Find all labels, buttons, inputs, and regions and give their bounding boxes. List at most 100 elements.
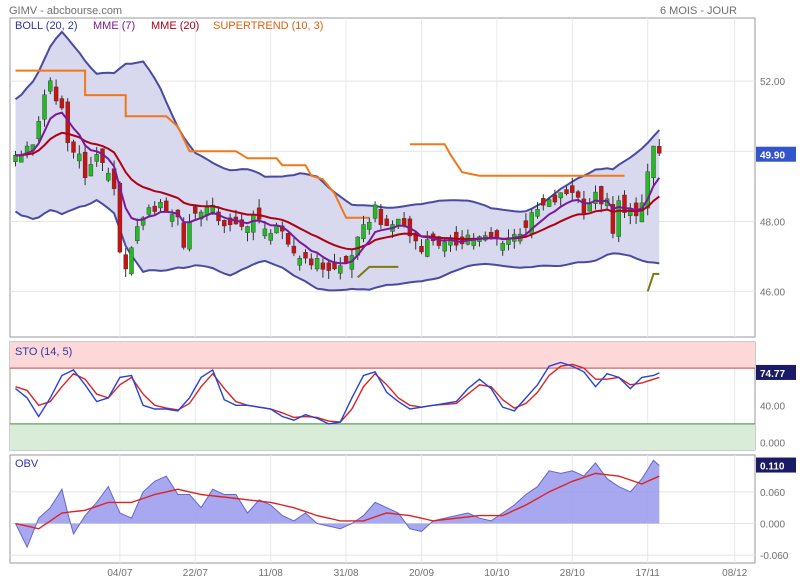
candle-body xyxy=(42,94,47,120)
obv-value-badge xyxy=(756,457,796,473)
candle-body xyxy=(53,86,59,102)
candle-body xyxy=(77,153,82,162)
candle-body xyxy=(251,214,256,233)
candle-body xyxy=(552,194,558,203)
candle-body xyxy=(378,209,384,225)
sto-y-tick: 0.000 xyxy=(760,439,785,450)
candle-body xyxy=(164,200,169,212)
sto-oversold-zone xyxy=(10,423,755,450)
price-y-tick: 52.00 xyxy=(760,77,785,88)
candle-body xyxy=(169,214,175,222)
last-price-badge xyxy=(756,146,796,162)
bollinger-upper-line xyxy=(14,30,661,213)
candle-body xyxy=(320,262,326,270)
candle-body xyxy=(338,265,343,274)
candle-body xyxy=(245,226,250,233)
x-axis-label: 08/12 xyxy=(722,568,747,579)
candle-body xyxy=(599,186,604,205)
legend-mme20: MME (20) xyxy=(151,20,199,32)
supertrend-line-lower xyxy=(646,272,660,292)
candle-body xyxy=(262,228,268,237)
candle-body xyxy=(193,206,198,214)
candle-body xyxy=(227,217,233,226)
candle-body xyxy=(256,207,262,220)
candle-body xyxy=(500,243,505,251)
legend-sto: STO (14, 5) xyxy=(15,346,72,358)
obv-signal-line xyxy=(15,472,660,530)
x-axis-label: 17/11 xyxy=(636,568,661,579)
legend-supertrend: SUPERTREND (10, 3) xyxy=(213,20,323,32)
candle-body xyxy=(326,262,331,271)
candle-body xyxy=(59,98,65,109)
price-y-tick: 46.00 xyxy=(760,287,785,298)
obv-area xyxy=(15,460,660,548)
candle-body xyxy=(587,203,592,212)
candle-body xyxy=(82,151,88,178)
candle-body xyxy=(181,222,186,248)
obv-last-value: 0.110 xyxy=(760,462,785,473)
candle-body xyxy=(367,222,372,230)
candle-body xyxy=(639,202,645,223)
candle-body xyxy=(88,164,94,177)
supertrend-line xyxy=(409,143,625,177)
candle-body xyxy=(535,209,540,217)
candle-body xyxy=(158,202,163,209)
obv-line xyxy=(15,459,660,549)
candle-body xyxy=(48,80,53,92)
candle-body xyxy=(285,233,291,245)
period-label: 6 MOIS - JOUR xyxy=(660,5,737,17)
candle-body xyxy=(581,198,587,214)
candle-body xyxy=(564,189,569,194)
obv-y-tick: -0.060 xyxy=(760,551,789,562)
legend-mme7: MME (7) xyxy=(93,20,135,32)
x-axis-label: 20/09 xyxy=(409,568,434,579)
candle-body xyxy=(129,247,134,275)
supertrend-line xyxy=(15,69,370,219)
candle-body xyxy=(488,232,494,238)
sto-y-tick: 40.00 xyxy=(760,401,785,412)
candle-body xyxy=(140,217,146,226)
candle-body xyxy=(314,258,320,270)
candle-body xyxy=(291,245,297,254)
candle-body xyxy=(372,204,378,219)
candle-body xyxy=(222,220,227,227)
candle-body xyxy=(575,191,581,198)
candle-body xyxy=(494,230,500,238)
legend-obv: OBV xyxy=(15,458,39,470)
sto-value-badge xyxy=(756,364,796,380)
candle-body xyxy=(610,204,616,234)
candle-body xyxy=(187,222,192,250)
candle-body xyxy=(651,145,656,178)
candle-body xyxy=(593,191,598,204)
candle-body xyxy=(442,241,447,252)
candle-body xyxy=(36,121,41,140)
x-axis-label: 28/10 xyxy=(560,568,585,579)
obv-y-tick: 0.060 xyxy=(760,488,785,499)
candle-body xyxy=(546,199,552,207)
candle-body xyxy=(94,154,99,162)
candle-body xyxy=(152,205,157,212)
candle-body xyxy=(401,218,407,226)
candle-body xyxy=(622,194,627,213)
x-axis-label: 31/08 xyxy=(334,568,359,579)
candle-body xyxy=(106,172,111,181)
bollinger-lower-line xyxy=(14,198,660,292)
candle-body xyxy=(309,258,314,266)
x-axis-label: 11/08 xyxy=(259,568,284,579)
candle-body xyxy=(117,182,123,253)
legend-boll: BOLL (20, 2) xyxy=(15,20,78,32)
obv-y-tick: 0.000 xyxy=(760,519,785,530)
candle-body xyxy=(645,171,650,209)
x-axis-label: 10/10 xyxy=(484,568,509,579)
candle-body xyxy=(570,185,575,193)
candle-body xyxy=(419,246,424,253)
price-y-tick: 48.00 xyxy=(760,217,785,228)
sto-overbought-zone xyxy=(10,342,755,369)
chart-title: GIMV - abcbourse.com xyxy=(9,5,122,17)
candle-body xyxy=(146,207,152,215)
candle-body xyxy=(523,220,529,228)
sto-last-value: 74.77 xyxy=(760,369,785,380)
x-axis-label: 04/07 xyxy=(107,568,132,579)
